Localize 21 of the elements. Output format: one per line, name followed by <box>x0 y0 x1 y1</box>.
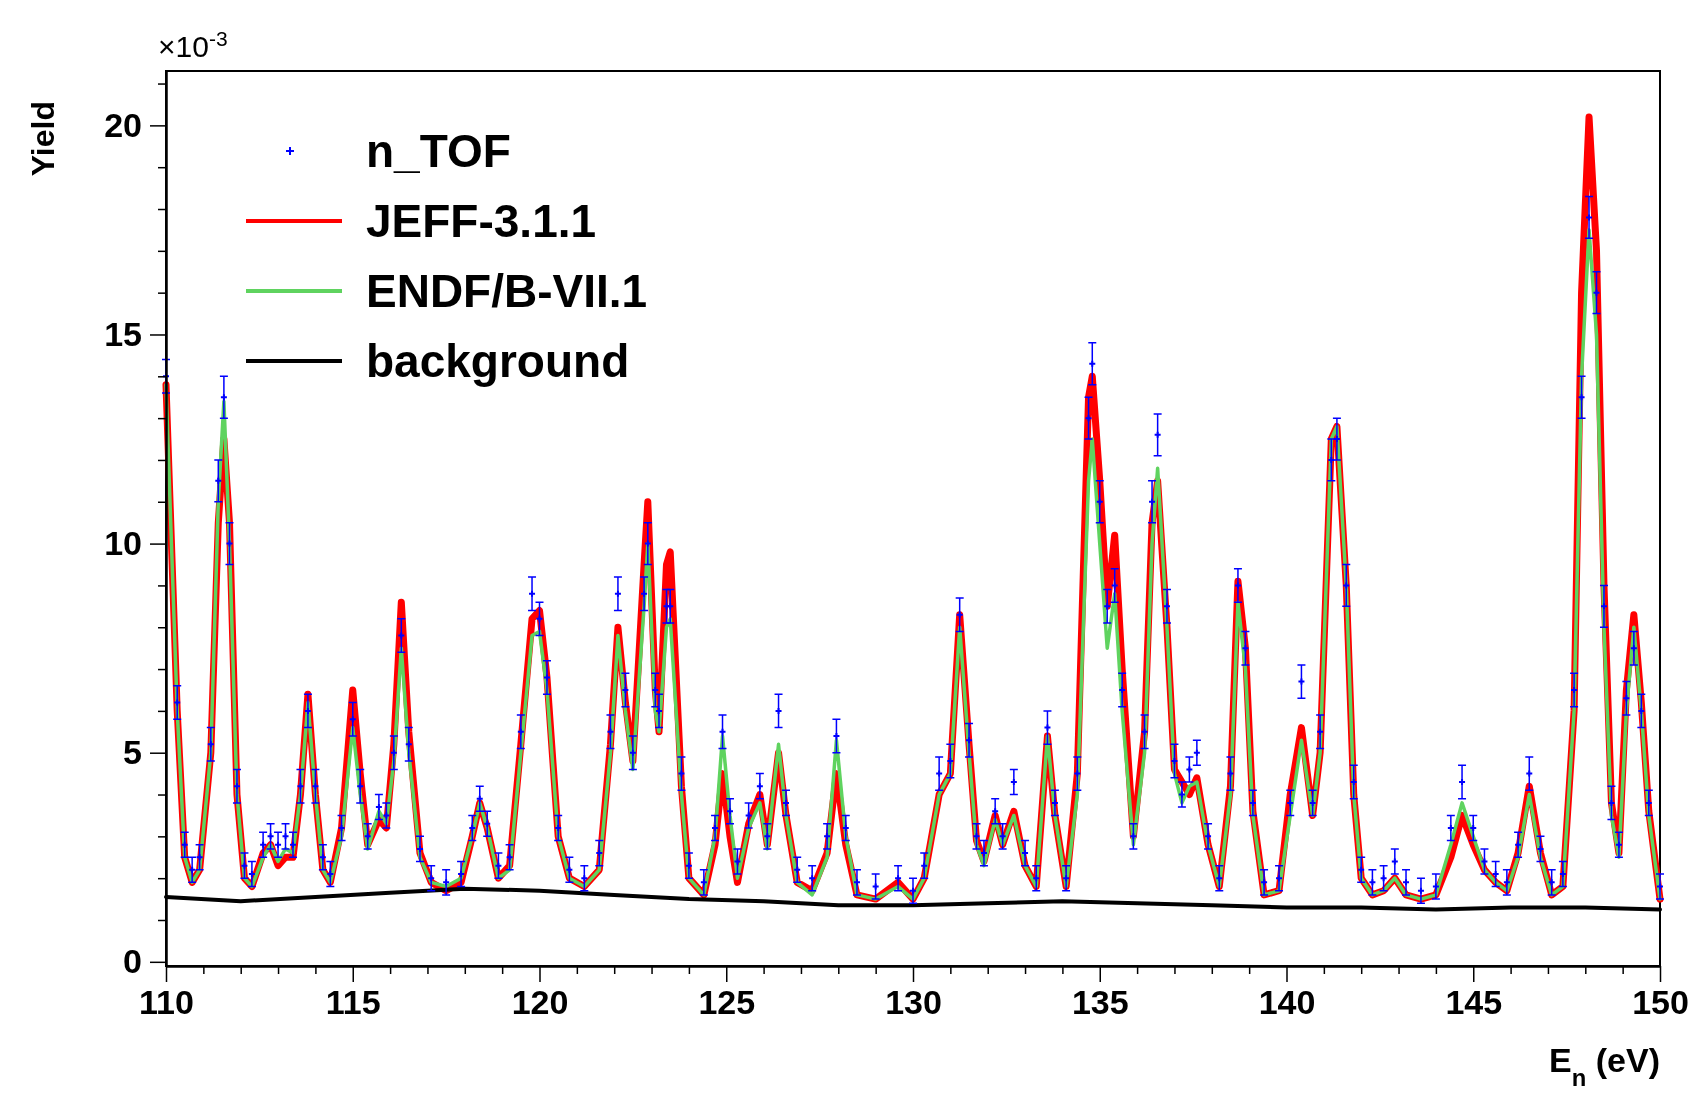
x-tick-label: 120 <box>511 983 569 1022</box>
y-tick-label: 20 <box>104 105 142 144</box>
legend-label: background <box>366 335 630 387</box>
x-tick-label: 130 <box>885 983 942 1022</box>
y-axis-title: Yield <box>25 101 61 177</box>
y-tick-label: 5 <box>123 733 142 772</box>
y-tick-label: 15 <box>104 314 142 353</box>
x-tick-label: 140 <box>1258 983 1316 1022</box>
x-tick-label: 115 <box>325 983 381 1022</box>
legend-label: ENDF/B-VII.1 <box>366 265 648 317</box>
legend-label: JEFF-3.1.1 <box>366 195 597 247</box>
x-tick-label: 145 <box>1445 983 1503 1022</box>
legend-label: n_TOF <box>366 125 511 177</box>
text: ×10$^{-3}$ <box>158 26 228 63</box>
y-tick-label: 0 <box>123 942 142 981</box>
y-tick-label: 10 <box>104 523 142 562</box>
x-tick-label: 135 <box>1071 983 1129 1022</box>
x-tick-label: 110 <box>139 983 194 1022</box>
x-tick-label: 125 <box>698 983 756 1022</box>
x-tick-label: 150 <box>1632 983 1689 1022</box>
x-axis-title: E$_{n}$ (eV) <box>1549 1041 1660 1091</box>
